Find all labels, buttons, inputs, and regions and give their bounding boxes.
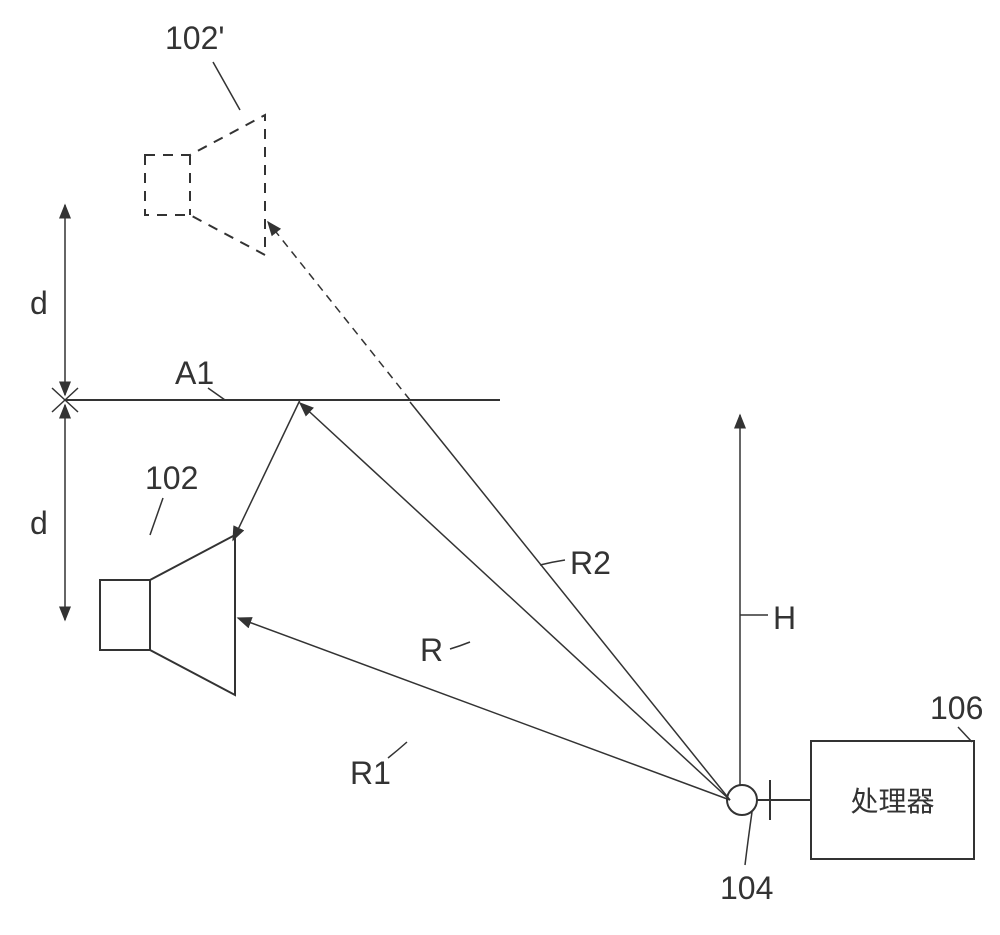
label-d-top: d [30, 285, 48, 322]
leader-102 [150, 498, 163, 535]
ray-r-reflected [233, 400, 300, 540]
ray-r-incident [300, 403, 730, 800]
speaker-top-ghost [145, 115, 265, 255]
label-a1: A1 [175, 355, 214, 392]
leader-104 [745, 812, 752, 865]
label-106: 106 [930, 690, 983, 727]
label-d-bottom: d [30, 505, 48, 542]
leader-r [450, 642, 470, 649]
distance-marker-d [52, 205, 78, 620]
label-r2: R2 [570, 545, 611, 582]
label-102: 102 [145, 460, 198, 497]
label-r1: R1 [350, 755, 391, 792]
speaker-bottom [100, 535, 235, 695]
label-r: R [420, 632, 443, 669]
label-102-prime: 102' [165, 20, 225, 57]
label-104: 104 [720, 870, 773, 907]
ray-r2-dashed [268, 222, 410, 400]
label-h: H [773, 600, 796, 637]
leader-r2 [540, 560, 565, 565]
leader-102-prime [213, 62, 240, 110]
processor-box: 处理器 [810, 740, 975, 860]
processor-label: 处理器 [850, 780, 934, 820]
microphone [727, 780, 770, 820]
